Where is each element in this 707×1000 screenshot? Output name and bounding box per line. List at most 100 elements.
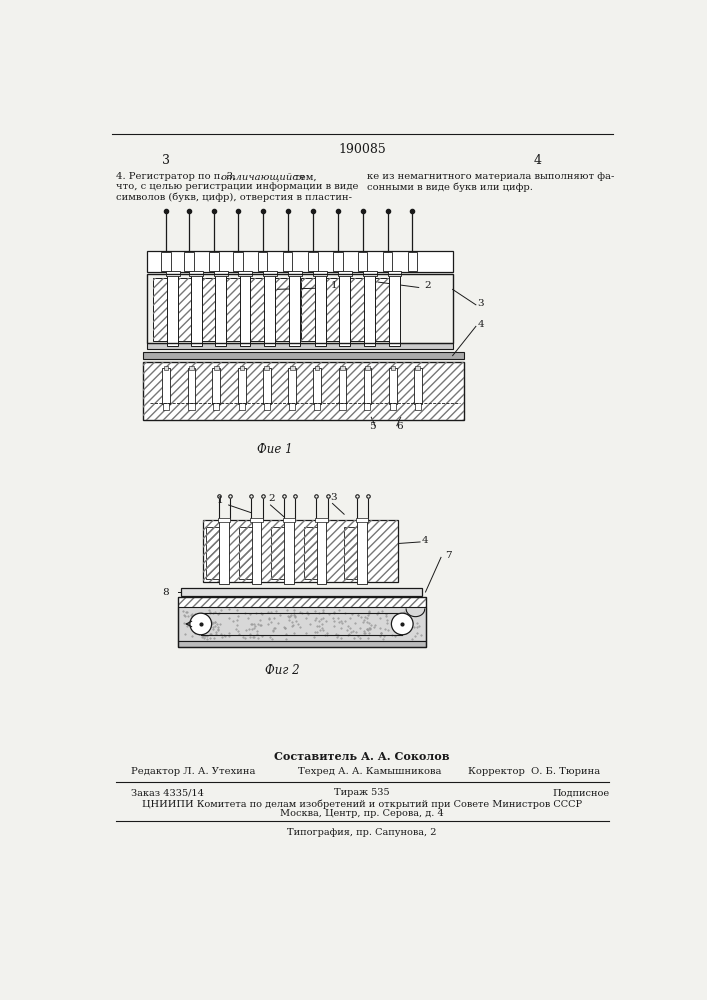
Bar [416, 366, 420, 370]
Text: ке из немагнитного материала выполняют фа-: ке из немагнитного материала выполняют ф… [368, 172, 615, 181]
Bar [275, 278, 293, 341]
Text: 1: 1 [331, 281, 337, 290]
Text: 4: 4 [477, 320, 484, 329]
Bar [239, 527, 256, 579]
Bar [143, 352, 464, 359]
Bar [177, 278, 195, 341]
Bar [339, 274, 351, 346]
Bar [238, 368, 246, 404]
Text: Фиг 2: Фиг 2 [265, 664, 300, 677]
Text: тем,: тем, [291, 172, 317, 181]
Bar [177, 607, 426, 641]
Bar [250, 518, 263, 522]
Bar [383, 252, 392, 271]
Bar [338, 271, 352, 276]
Bar [283, 518, 296, 522]
Bar [315, 274, 325, 346]
Text: отличающийся: отличающийся [221, 172, 305, 181]
Bar [308, 252, 317, 271]
Bar [239, 527, 256, 579]
Bar [209, 252, 218, 271]
Bar [300, 278, 320, 341]
Text: сонными в виде букв или цифр.: сонными в виде букв или цифр. [368, 182, 533, 192]
Bar [168, 274, 178, 346]
Bar [146, 251, 452, 272]
Bar [391, 366, 395, 370]
Text: 3: 3 [477, 299, 484, 308]
Bar [161, 252, 170, 271]
Text: Типография, пр. Сапунова, 2: Типография, пр. Сапунова, 2 [287, 828, 437, 837]
Bar [344, 527, 361, 579]
Bar [153, 278, 172, 341]
Bar [414, 368, 421, 404]
Bar [146, 343, 452, 349]
Bar [239, 403, 245, 410]
Bar [365, 366, 370, 370]
Bar [213, 403, 219, 410]
Bar [288, 368, 296, 404]
Bar [264, 366, 269, 370]
Bar [240, 274, 250, 346]
Bar [357, 520, 367, 584]
Bar [363, 271, 377, 276]
Bar [187, 368, 195, 404]
Bar [189, 271, 203, 276]
Bar [339, 368, 346, 404]
Bar [313, 368, 321, 404]
Bar [201, 278, 220, 341]
Text: Составитель А. А. Соколов: Составитель А. А. Соколов [274, 751, 450, 762]
Bar [264, 403, 270, 410]
Bar [340, 366, 345, 370]
Bar [250, 278, 269, 341]
Bar [177, 597, 426, 607]
Text: 2: 2 [424, 281, 431, 290]
Bar [271, 527, 288, 579]
Bar [153, 278, 172, 341]
Bar [356, 518, 368, 522]
Bar [271, 527, 288, 579]
Text: Редактор Л. А. Утехина: Редактор Л. А. Утехина [131, 767, 255, 776]
Bar [163, 366, 168, 370]
Bar [143, 362, 464, 420]
Bar [304, 527, 321, 579]
Bar [177, 641, 426, 647]
Bar [226, 278, 244, 341]
Bar [233, 252, 243, 271]
Text: Фие 1: Фие 1 [257, 443, 292, 456]
Bar [375, 278, 394, 341]
Bar [162, 368, 170, 404]
Text: 2: 2 [269, 494, 275, 503]
Text: 1: 1 [217, 496, 223, 505]
Bar [351, 278, 369, 341]
Bar [203, 520, 398, 582]
Text: 8: 8 [163, 588, 169, 597]
Bar [325, 278, 344, 341]
Bar [185, 252, 194, 271]
Bar [177, 278, 195, 341]
Bar [300, 278, 320, 341]
Bar [344, 527, 361, 579]
Bar [189, 366, 194, 370]
Bar [351, 278, 369, 341]
Bar [191, 274, 201, 346]
Bar [339, 403, 346, 410]
Bar [216, 274, 226, 346]
Text: символов (букв, цифр), отверстия в пластин-: символов (букв, цифр), отверстия в пласт… [115, 192, 351, 202]
Text: Тираж 535: Тираж 535 [334, 788, 390, 797]
Text: что, с целью регистрации информации в виде: что, с целью регистрации информации в ви… [115, 182, 358, 191]
Bar [206, 527, 223, 579]
Bar [263, 271, 276, 276]
Bar [283, 252, 292, 271]
Bar [177, 597, 426, 607]
Circle shape [190, 613, 211, 635]
Bar [263, 368, 271, 404]
Bar [389, 368, 397, 404]
Bar [288, 271, 301, 276]
Bar [219, 520, 228, 584]
Bar [317, 520, 327, 584]
Bar [314, 403, 320, 410]
Bar [212, 368, 220, 404]
Bar [315, 518, 328, 522]
Text: 4. Регистратор по п. 3,: 4. Регистратор по п. 3, [115, 172, 239, 181]
Text: 190085: 190085 [338, 143, 386, 156]
